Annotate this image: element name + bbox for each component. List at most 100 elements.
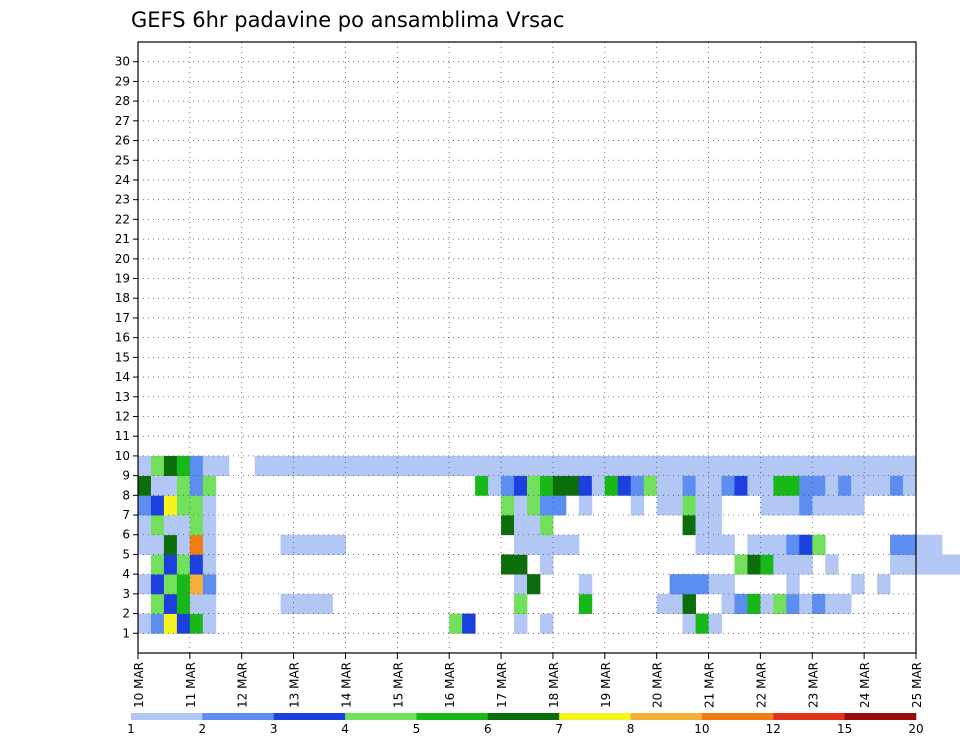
heatmap-cell [163,475,178,496]
heatmap-cell [565,455,580,477]
heatmap-cell [319,593,333,614]
heatmap-cell [734,475,748,496]
y-tick-label: 20 [115,252,130,266]
heatmap-cell [773,554,787,575]
heatmap-cell [527,455,541,477]
heatmap-cell [656,495,671,516]
heatmap-cell [202,534,217,555]
heatmap-cell [799,455,813,477]
y-tick-label: 2 [122,607,130,621]
heatmap-cell [890,534,904,555]
heatmap-cell [747,554,761,575]
heatmap-cell [552,534,567,555]
heatmap-cell [280,593,294,614]
heatmap-cell [682,574,696,595]
heatmap-cell [851,495,865,516]
heatmap-cell [682,455,696,477]
y-tick-label: 22 [115,212,130,226]
heatmap-cell [189,495,204,516]
heatmap-cell [656,455,671,477]
heatmap-cell [825,495,839,516]
y-tick-label: 25 [115,153,130,167]
heatmap-cell [630,455,645,477]
heatmap-cell [202,475,217,496]
heatmap-cell [669,574,683,595]
heatmap-cell [877,455,891,477]
heatmap-cell [851,455,865,477]
heatmap-cell [176,613,191,634]
heatmap-cell [501,475,515,496]
heatmap-cell [189,613,204,634]
heatmap-cell [890,554,904,575]
heatmap-cell [189,515,204,536]
x-tick-label: 25 MAR [910,662,924,708]
heatmap-cell [293,534,307,555]
x-tick-label: 19 MAR [599,662,613,708]
y-tick-label: 27 [115,114,130,128]
heatmap-cell [916,534,930,555]
heatmap-cell [163,495,178,516]
heatmap-cell [539,554,554,575]
heatmap-cell [941,554,956,575]
colorbar-label: 20 [908,722,923,736]
heatmap-cell [864,455,878,477]
heatmap-cell [760,593,774,614]
heatmap-cell [773,475,787,496]
heatmap-cell [578,574,593,595]
heatmap-cell [202,574,217,595]
heatmap-cell [682,495,696,516]
x-tick-label: 10 MAR [132,662,146,708]
heatmap-cell [812,455,826,477]
heatmap-cell [150,574,165,595]
heatmap-cell [721,455,735,477]
y-tick-label: 5 [122,547,130,561]
colorbar-label: 15 [837,722,852,736]
heatmap-cell [527,534,541,555]
heatmap-cell [903,475,917,496]
heatmap-cell [138,475,152,496]
heatmap-cell [163,593,178,614]
x-tick-label: 22 MAR [754,662,768,708]
heatmap-cell [565,534,580,555]
colorbar-swatch [416,713,489,720]
heatmap-cell [150,554,165,575]
heatmap-cell [721,534,735,555]
heatmap-cell [747,593,761,614]
heatmap-cell [708,574,722,595]
heatmap-cell [799,475,813,496]
heatmap-cell [760,534,774,555]
heatmap-cell [825,455,839,477]
heatmap-cell [475,475,489,496]
heatmap-cell [306,593,320,614]
heatmap-cell [176,593,191,614]
heatmap-cell [812,495,826,516]
y-tick-label: 6 [122,528,130,542]
heatmap-cell [150,534,165,555]
heatmap-cell [176,495,191,516]
y-tick-label: 18 [115,291,130,305]
heatmap-cell [851,475,865,496]
heatmap-cell [384,455,398,477]
heatmap-cells [138,455,960,634]
heatmap-cell [682,475,696,496]
heatmap-cell [176,554,191,575]
heatmap-cell [163,554,178,575]
x-tick-label: 12 MAR [236,662,250,708]
heatmap-cell [773,534,787,555]
heatmap-cell [708,455,722,477]
heatmap-cell [138,534,152,555]
heatmap-cell [514,574,528,595]
heatmap-cell [890,475,904,496]
plot-frame [137,41,917,654]
heatmap-cell [760,455,774,477]
heatmap-cell [656,475,671,496]
heatmap-cell [501,495,515,516]
heatmap-cell [695,613,709,634]
y-tick-label: 11 [115,429,130,443]
heatmap-cell [916,554,930,575]
y-tick-label: 9 [122,469,130,483]
heatmap-cell [552,475,567,496]
heatmap-cell [695,455,709,477]
heatmap-cell [812,593,826,614]
colorbar-legend: 1 2 3 4 5 6 7 8 10 12 15 20 [127,713,924,736]
